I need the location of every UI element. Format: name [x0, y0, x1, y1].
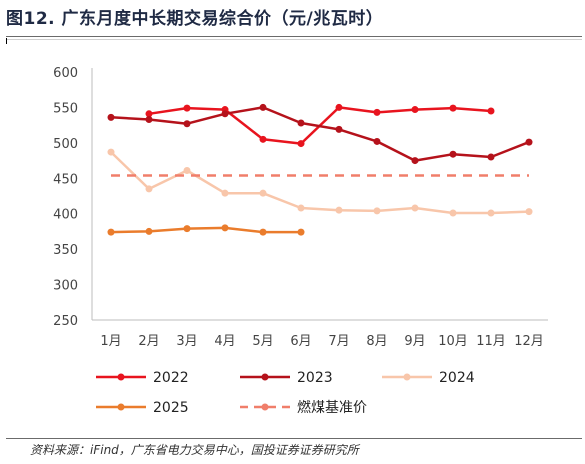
footer-rule — [6, 438, 582, 439]
series-2 — [107, 148, 533, 217]
chart-title: 图12. 广东月度中长期交易综合价（元/兆瓦时） — [6, 9, 384, 29]
x-axis-ticks: 1月 2月 3月 4月 5月 6月 7月 8月 9月 10月 11月 12月 — [100, 334, 543, 349]
legend-item: 2024 — [382, 370, 475, 386]
data-point — [373, 207, 381, 215]
legend-marker — [261, 403, 269, 411]
data-point — [449, 104, 457, 112]
y-tick-label: 300 — [53, 279, 78, 294]
data-point — [335, 103, 343, 111]
data-point — [183, 104, 191, 112]
data-point — [145, 185, 153, 193]
title-rule — [6, 36, 582, 40]
y-tick-label: 350 — [53, 243, 78, 258]
y-axis-ticks: 250 300 350 400 450 500 550 600 — [53, 66, 78, 329]
series-line — [110, 106, 530, 162]
series-line — [110, 226, 301, 234]
x-tick-label: 7月 — [328, 334, 349, 349]
data-point — [145, 115, 153, 123]
data-point — [487, 107, 495, 115]
data-point — [411, 106, 419, 114]
y-tick-label: 550 — [53, 101, 78, 116]
legend-item: 2023 — [240, 370, 333, 386]
legend-item: 燃煤基准价 — [240, 399, 367, 416]
data-point — [373, 108, 381, 116]
data-point — [449, 209, 457, 217]
legend-marker — [117, 373, 125, 381]
y-tick-label: 600 — [53, 66, 78, 81]
y-tick-label: 450 — [53, 172, 78, 187]
data-point — [487, 153, 495, 161]
x-tick-label: 3月 — [176, 334, 197, 349]
data-point — [373, 137, 381, 145]
x-tick-label: 11月 — [476, 334, 506, 349]
x-tick-label: 12月 — [514, 334, 544, 349]
data-point — [259, 189, 267, 197]
legend-marker — [261, 373, 269, 381]
data-point — [183, 225, 191, 233]
legend-label: 2024 — [439, 370, 475, 386]
x-tick-label: 4月 — [214, 334, 235, 349]
data-point — [145, 227, 153, 235]
data-point — [259, 103, 267, 111]
data-point — [335, 125, 343, 133]
data-point — [335, 206, 343, 214]
legend-label: 2022 — [153, 370, 189, 386]
data-point — [183, 166, 191, 174]
y-tick-label: 250 — [53, 314, 78, 329]
x-tick-label: 9月 — [404, 334, 425, 349]
legend-label: 燃煤基准价 — [297, 399, 367, 416]
data-point — [297, 140, 305, 148]
legend-marker — [117, 403, 125, 411]
data-point — [449, 150, 457, 158]
data-point — [145, 110, 153, 118]
data-point — [183, 120, 191, 128]
data-point — [107, 228, 115, 236]
series-line — [110, 151, 530, 215]
x-tick-label: 1月 — [100, 334, 121, 349]
data-point — [297, 228, 305, 236]
data-point — [107, 148, 115, 156]
series-1 — [107, 103, 533, 165]
data-point — [221, 189, 229, 197]
legend-marker — [403, 373, 411, 381]
data-point — [297, 119, 305, 127]
data-point — [411, 157, 419, 165]
x-tick-label: 6月 — [290, 334, 311, 349]
series-3 — [107, 224, 305, 236]
data-point — [525, 138, 533, 146]
legend-item: 2022 — [96, 370, 189, 386]
legend-label: 2025 — [153, 400, 189, 416]
data-point — [259, 228, 267, 236]
legend-item: 2025 — [96, 400, 189, 416]
y-tick-label: 400 — [53, 208, 78, 223]
x-tick-label: 8月 — [366, 334, 387, 349]
chart-axes — [91, 68, 548, 321]
x-tick-label: 2月 — [138, 334, 159, 349]
data-point — [259, 135, 267, 143]
data-point — [525, 208, 533, 216]
data-point — [107, 113, 115, 121]
x-tick-label: 5月 — [252, 334, 273, 349]
data-point — [487, 209, 495, 217]
data-point — [297, 204, 305, 212]
data-point — [221, 224, 229, 232]
chart-series — [107, 103, 533, 236]
legend-label: 2023 — [297, 370, 333, 386]
data-point — [221, 110, 229, 118]
chart-legend: 2022 2023 2024 2025 燃煤基准价 — [96, 370, 475, 416]
source-note: 资料来源：iFind，广东省电力交易中心，国投证券证券研究所 — [30, 443, 359, 457]
y-tick-label: 500 — [53, 137, 78, 152]
x-tick-label: 10月 — [438, 334, 468, 349]
data-point — [411, 204, 419, 212]
edge-mark — [6, 38, 7, 44]
